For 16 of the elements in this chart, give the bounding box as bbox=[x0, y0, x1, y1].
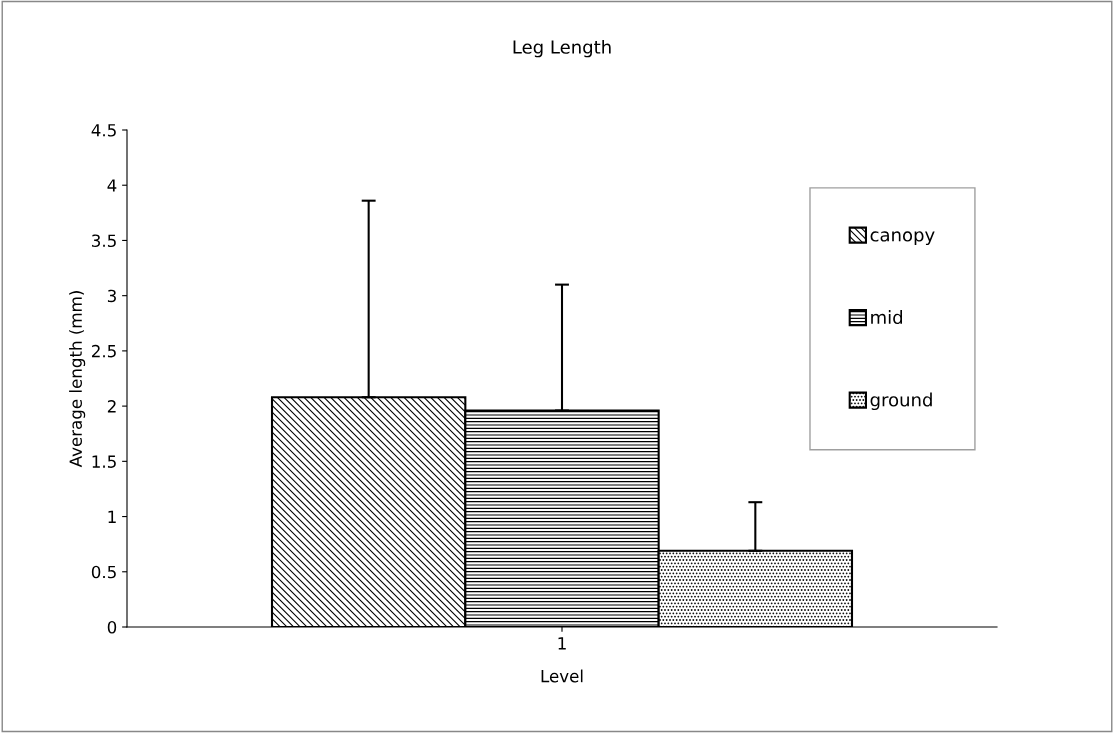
y-tick-label: 0.5 bbox=[91, 565, 116, 579]
legend-label: canopy bbox=[870, 231, 935, 246]
legend-label: mid bbox=[871, 310, 902, 325]
y-tick-label: 3.5 bbox=[92, 234, 116, 248]
y-tick-label: 3 bbox=[107, 289, 116, 303]
y-tick-label: 4 bbox=[107, 179, 117, 192]
y-tick-label: 4.5 bbox=[91, 124, 116, 137]
y-tick-label: 2 bbox=[107, 400, 116, 413]
chart-title: Leg Length bbox=[513, 39, 611, 58]
y-tick-label: 1 bbox=[108, 510, 116, 523]
y-tick-label: 1.5 bbox=[92, 455, 116, 468]
y-axis-title: Average length (mm) bbox=[69, 291, 86, 468]
y-tick-label: 2.5 bbox=[91, 344, 116, 358]
legend-label: ground bbox=[870, 392, 932, 411]
x-axis-title: Level bbox=[541, 669, 583, 683]
y-tick-label: 0 bbox=[107, 620, 117, 634]
